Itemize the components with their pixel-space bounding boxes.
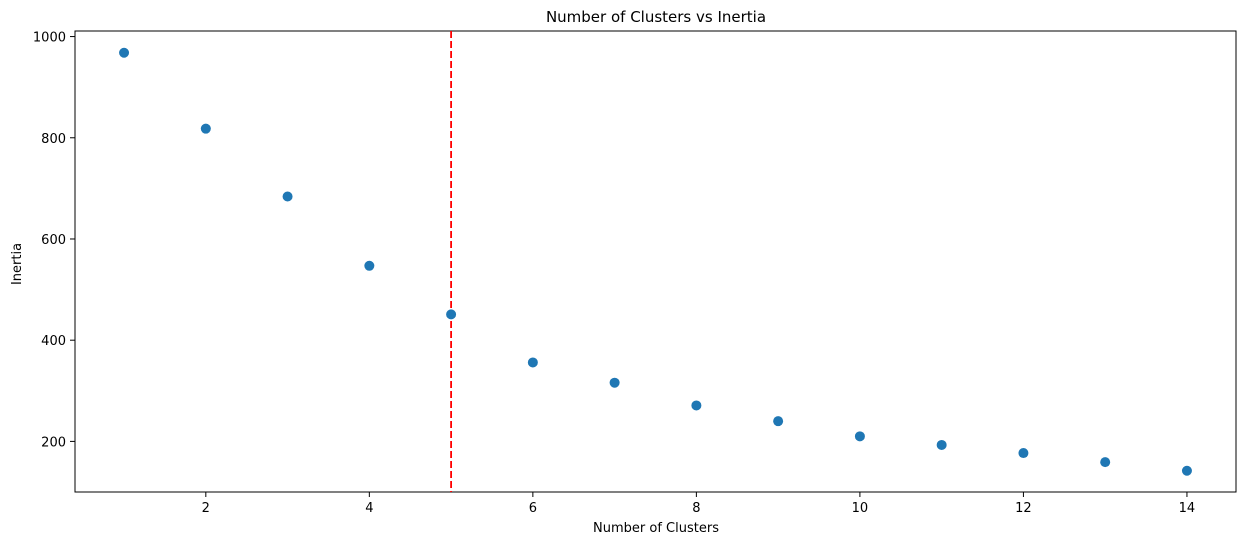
data-point [691,400,702,411]
y-tick-label: 1000 [33,31,66,46]
data-point [936,439,947,450]
x-axis: 2 4 6 8 10 12 14 [202,492,1196,516]
data-point [609,377,620,388]
data-point [119,47,130,58]
plot-area: 2 4 6 8 10 12 14 200 400 600 800 1000 [33,30,1237,516]
data-point [854,431,865,442]
data-point [200,123,211,134]
x-tick-label: 6 [529,501,537,516]
plot-frame [74,30,1237,493]
data-point [282,191,293,202]
data-point [446,309,457,320]
data-point [527,357,538,368]
y-tick-label: 600 [41,233,66,248]
x-axis-label: Number of Clusters [593,521,719,536]
y-axis: 200 400 600 800 1000 [33,31,75,450]
data-point [1018,448,1029,459]
y-axis-label: Inertia [10,243,25,285]
data-point [773,416,784,427]
x-tick-label: 14 [1179,501,1196,516]
data-point [364,260,375,271]
y-tick-label: 200 [41,435,66,450]
data-point [1100,457,1111,468]
y-tick-label: 800 [41,132,66,147]
x-tick-label: 4 [365,501,373,516]
x-tick-label: 8 [692,501,700,516]
data-points [119,47,1192,476]
chart-title: Number of Clusters vs Inertia [546,8,766,26]
x-tick-label: 12 [1015,501,1032,516]
data-point [1181,465,1192,476]
x-tick-label: 10 [852,501,869,516]
y-tick-label: 400 [41,334,66,349]
x-tick-label: 2 [202,501,210,516]
